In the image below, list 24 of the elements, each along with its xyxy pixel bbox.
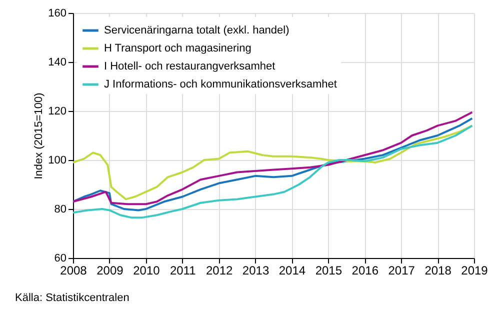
x-tick-label: 2019 bbox=[461, 264, 488, 278]
x-tick-label: 2013 bbox=[242, 264, 270, 278]
x-tick-label: 2008 bbox=[60, 264, 88, 278]
legend-label: Servicenäringarna totalt (exkl. handel) bbox=[104, 24, 290, 36]
x-tick-label: 2012 bbox=[206, 264, 233, 278]
y-tick-label: 60 bbox=[54, 252, 66, 264]
text: Källa: Statistikcentralen bbox=[15, 292, 130, 304]
x-tick-label: 2011 bbox=[170, 264, 196, 278]
y-tick-label: 140 bbox=[48, 56, 66, 68]
x-tick-label: 2015 bbox=[315, 264, 342, 278]
x-tick-label: 2018 bbox=[424, 264, 452, 278]
y-tick-label: 100 bbox=[48, 154, 66, 166]
y-axis-title: Index (2015=100) bbox=[33, 92, 46, 180]
legend-label: H Transport och magasinering bbox=[104, 42, 252, 54]
x-tick-label: 2017 bbox=[388, 264, 416, 278]
y-tick-label: 120 bbox=[48, 106, 66, 118]
legend-label: J Informations- och kommunikationsverksamhet bbox=[104, 78, 337, 90]
x-tick-label: 2010 bbox=[133, 264, 160, 278]
x-tick-label: 2014 bbox=[278, 264, 306, 278]
legend-label: I Hotell- och restaurangverksamhet bbox=[104, 60, 276, 72]
y-tick-label: 80 bbox=[54, 204, 66, 216]
x-tick-label: 2009 bbox=[96, 264, 124, 278]
y-tick-label: 160 bbox=[48, 8, 66, 20]
x-tick-label: 2016 bbox=[352, 264, 379, 278]
